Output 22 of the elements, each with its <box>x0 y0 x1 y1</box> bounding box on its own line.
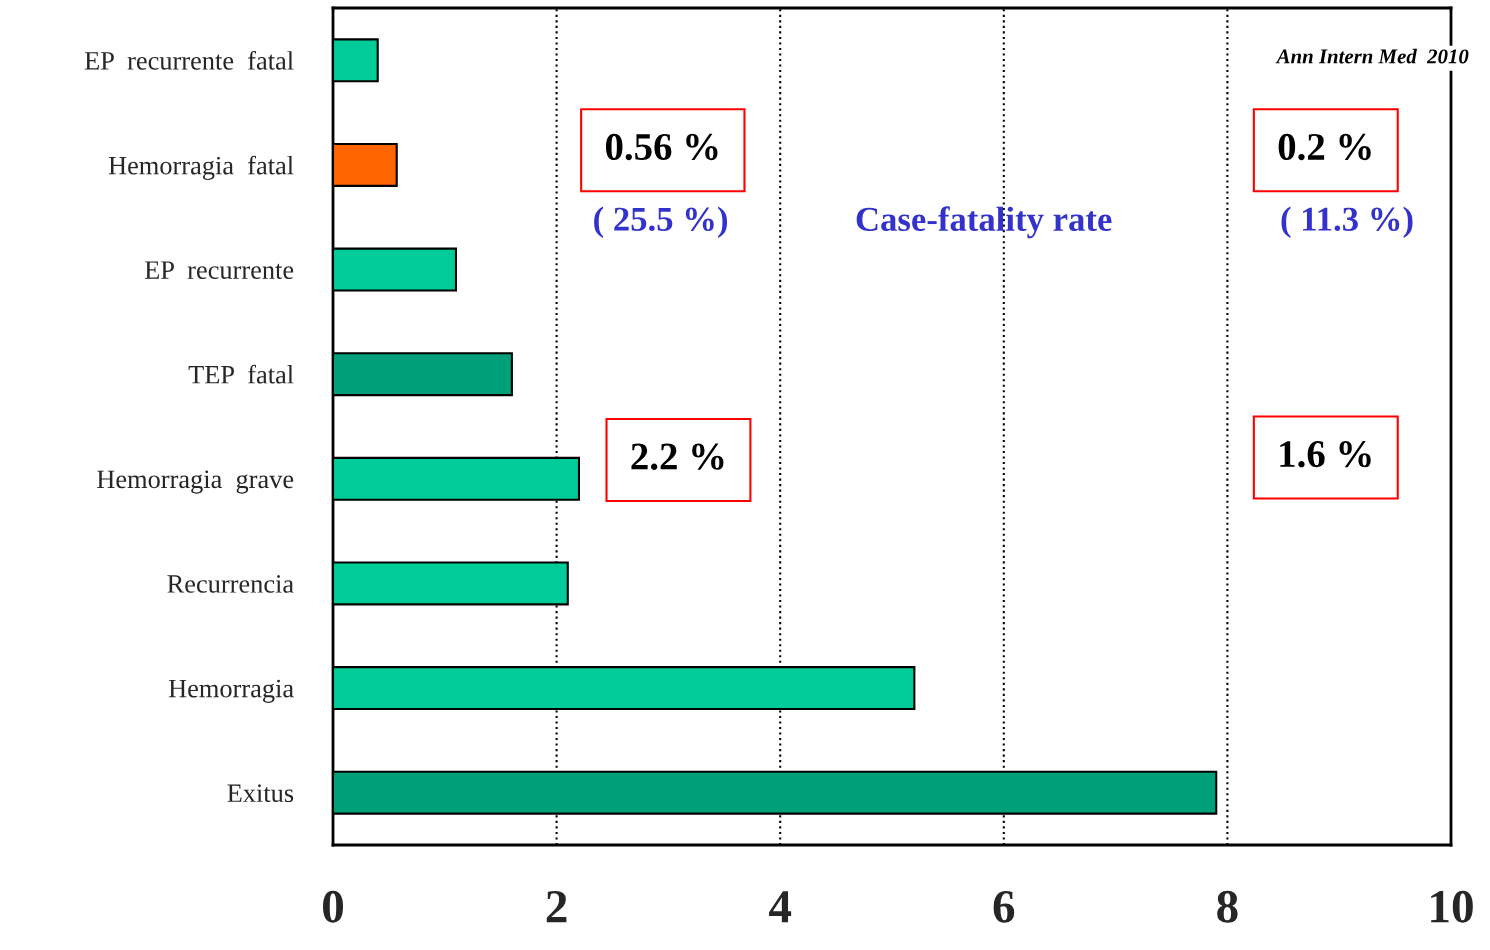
annotation: 0.56 % <box>605 133 718 161</box>
y-tick-label: Hemorragia fatal <box>108 155 294 180</box>
y-tick-label: EP recurrente fatal <box>84 50 294 70</box>
x-tick-label: 2 <box>546 890 567 923</box>
x-tick-label: 4 <box>769 891 792 923</box>
x-tick-label: 0 <box>322 890 344 923</box>
y-tick-label: EP recurrente <box>144 261 294 279</box>
annotation: Ann Intern Med 2010 <box>1275 48 1469 64</box>
x-tick-label: 10 <box>1431 890 1473 923</box>
annotation: Case-fatality rate <box>856 206 1112 239</box>
annotation: 0.2 % <box>1278 133 1371 161</box>
annotation: ( 11.3 %) <box>1281 206 1413 239</box>
y-tick-label: Hemorragia <box>168 679 294 703</box>
x-tick-label: 8 <box>1217 890 1238 923</box>
y-tick-label: TEP fatal <box>188 364 294 384</box>
annotation: ( 25.5 %) <box>594 206 728 239</box>
annotation: 1.6 % <box>1280 440 1371 468</box>
y-tick-label: Hemorragia grave <box>97 470 294 494</box>
x-tick-label: 6 <box>993 890 1015 923</box>
y-tick-label: Recurrencia <box>167 575 294 593</box>
annotation: 2.2 % <box>631 443 724 470</box>
y-tick-label: Exitus <box>227 784 294 803</box>
